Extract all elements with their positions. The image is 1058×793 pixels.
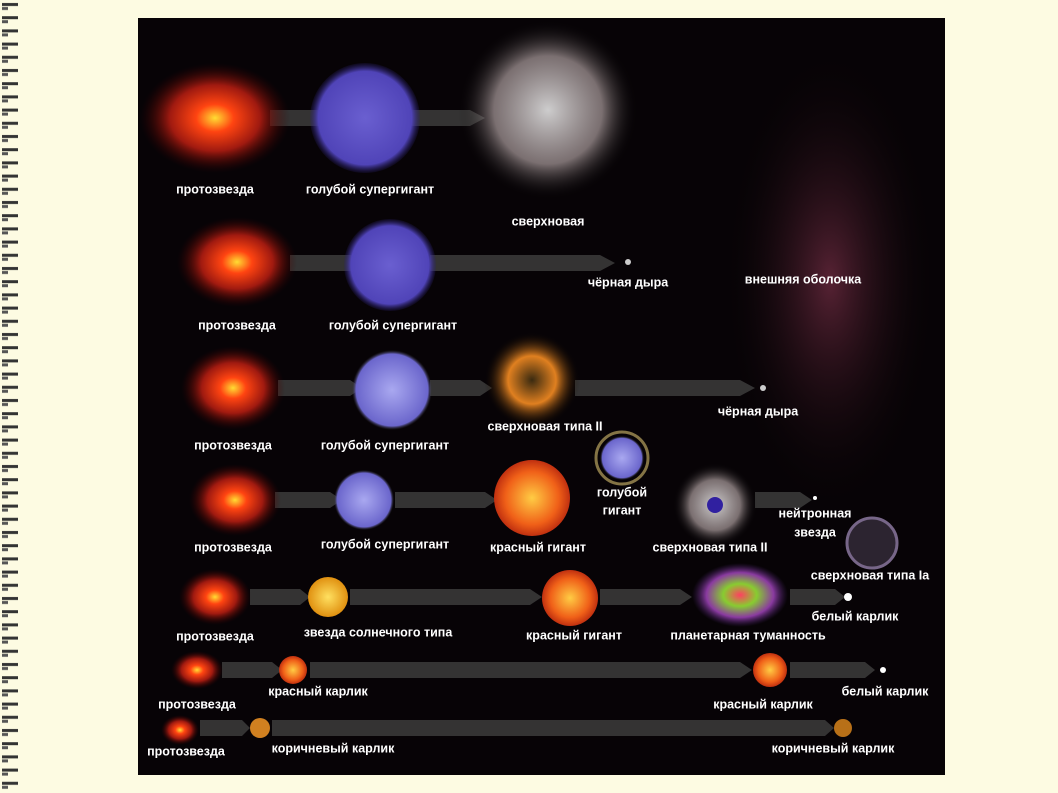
label: сверхновая типа II xyxy=(488,419,603,433)
label: внешняя оболочка xyxy=(745,272,863,286)
label: протозвезда xyxy=(147,744,226,758)
label: коричневый карлик xyxy=(772,741,895,755)
label: голубой супергигант xyxy=(329,318,457,332)
label: красный гигант xyxy=(526,628,622,642)
label: белый карлик xyxy=(812,609,900,623)
label: коричневый карлик xyxy=(272,741,395,755)
label: протозвезда xyxy=(176,182,255,196)
label: голубой супергигант xyxy=(306,182,434,196)
binding xyxy=(0,0,22,793)
label: красный карлик xyxy=(713,697,813,711)
objects xyxy=(140,20,899,745)
label: протозвезда xyxy=(194,438,273,452)
labels: протозвезда голубой супергигант сверхнов… xyxy=(147,182,930,758)
label: нейтронная xyxy=(779,506,852,520)
label: голубой супергигант xyxy=(321,537,449,551)
label: планетарная туманность xyxy=(670,628,826,642)
label: протозвезда xyxy=(198,318,277,332)
label: сверхновая xyxy=(512,214,585,228)
label: звезда xyxy=(794,525,837,539)
label: красный гигант xyxy=(490,540,586,554)
label: голубой xyxy=(597,485,647,499)
label: красный карлик xyxy=(268,684,368,698)
label: голубой супергигант xyxy=(321,438,449,452)
label: протозвезда xyxy=(194,540,273,554)
label: чёрная дыра xyxy=(718,404,799,418)
label: звезда солнечного типа xyxy=(304,625,454,639)
label: протозвезда xyxy=(176,629,255,643)
label: чёрная дыра xyxy=(588,275,669,289)
label: белый карлик xyxy=(842,684,930,698)
label: сверхновая типа Ia xyxy=(811,568,931,582)
label: гигант xyxy=(603,503,642,517)
label: протозвезда xyxy=(158,697,237,711)
label: сверхновая типа II xyxy=(653,540,768,554)
outer-shell xyxy=(720,40,940,520)
